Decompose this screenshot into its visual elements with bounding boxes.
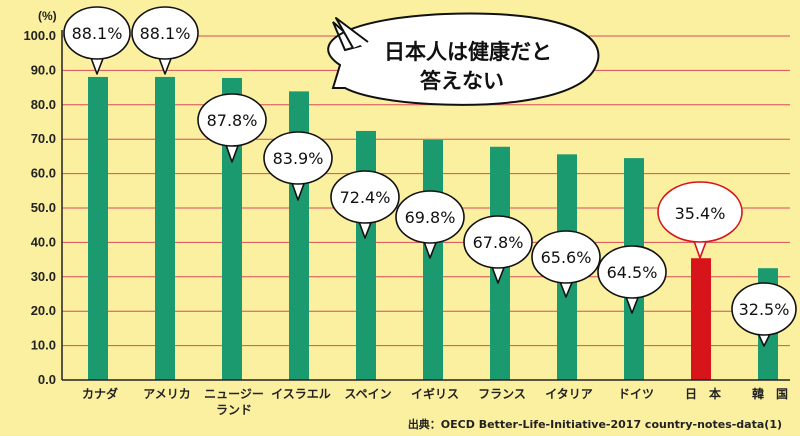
bubble-shape [597, 245, 667, 299]
x-tick-label: ニュージーランド [204, 387, 264, 417]
data-label: 32.5% [739, 300, 790, 319]
y-tick-label: 10.0 [31, 338, 56, 353]
bar [356, 130, 376, 380]
x-tick-label: アメリカ [143, 387, 190, 401]
bar [423, 139, 443, 380]
data-label: 69.8% [405, 208, 456, 227]
data-label: 88.1% [72, 24, 123, 43]
x-tick-label: イギリス [411, 386, 459, 401]
bubble-shape [197, 93, 267, 147]
x-tick-label: スペイン [344, 387, 391, 401]
bubble-shape [395, 190, 465, 244]
value-bubble: 87.8% [197, 93, 267, 163]
x-tick-label: カナダ [82, 386, 118, 401]
x-tick-label: 韓 国 [752, 386, 788, 401]
x-tick-label: イスラエル [271, 387, 331, 401]
y-tick-label: 0.0 [38, 372, 56, 387]
bubble-shape [63, 6, 131, 60]
value-bubble: 69.8% [395, 190, 465, 259]
callout-line-1: 日本人は健康だと [384, 40, 552, 64]
y-tick-label: 50.0 [31, 200, 56, 215]
data-label: 67.8% [473, 233, 524, 252]
source-note: 出典：OECD Better-Life-Initiative-2017 coun… [408, 417, 782, 431]
value-bubble: 67.8% [463, 215, 533, 284]
data-label: 72.4% [340, 188, 391, 207]
bubble-shape [531, 230, 601, 284]
bubble-shape [263, 131, 333, 185]
bubble-shape [131, 6, 199, 60]
data-label: 64.5% [607, 263, 658, 282]
value-bubble: 65.6% [531, 230, 601, 298]
y-tick-label: 60.0 [31, 166, 56, 181]
axes: 0.0 10.0 20.0 30.0 40.0 50.0 60.0 70.0 80.0 90.0 1… [23, 28, 790, 387]
value-bubble: 88.1% [131, 6, 199, 75]
y-tick-label: 70.0 [31, 131, 56, 146]
y-tick-label: 90.0 [31, 62, 56, 77]
x-tick-label: フランス [478, 387, 526, 401]
data-label: 35.4% [675, 204, 726, 223]
data-label: 87.8% [207, 111, 258, 130]
callout: 日本人は健康だと 答えない [327, 12, 600, 106]
y-tick-label: 30.0 [31, 269, 56, 284]
value-bubble: 32.5% [731, 282, 797, 347]
bar [155, 76, 175, 380]
bar [691, 258, 711, 380]
y-tick-label: 20.0 [31, 303, 56, 318]
value-bubble: 88.1% [63, 6, 131, 75]
x-tick-label: イタリア [545, 387, 593, 401]
y-unit-label: (%) [38, 9, 57, 23]
value-bubble: 72.4% [330, 170, 400, 239]
y-tick-label: 40.0 [31, 234, 56, 249]
bubble-shape [657, 181, 743, 243]
callout-pointer [335, 17, 369, 49]
bar [222, 77, 242, 380]
callout-line-2: 答えない [420, 69, 504, 93]
data-label: 83.9% [273, 149, 324, 168]
bar [88, 76, 108, 380]
y-tick-label: 100.0 [23, 28, 56, 43]
value-bubbles: 88.1% 88.1% 87.8% 83.9% 72.4% 69.8% 67.8% 65.6%… [63, 6, 797, 347]
bubble-shape [330, 170, 400, 224]
value-bubble: 35.4% [657, 181, 743, 259]
bubble-shape [731, 282, 797, 336]
data-label: 88.1% [140, 24, 191, 43]
value-bubble: 83.9% [263, 131, 333, 201]
x-tick-label: ドイツ [618, 387, 654, 401]
y-tick-label: 80.0 [31, 97, 56, 112]
value-bubble: 64.5% [597, 245, 667, 314]
bubble-shape [463, 215, 533, 269]
x-tick-label: 日 本 [685, 386, 721, 401]
data-label: 65.6% [541, 248, 592, 267]
